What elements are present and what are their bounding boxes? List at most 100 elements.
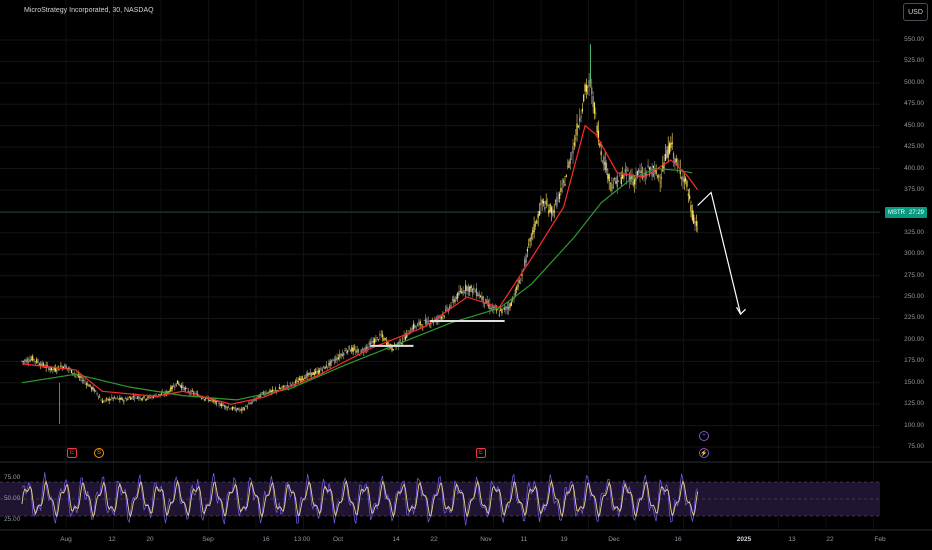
candle-body	[595, 112, 597, 114]
candle-body	[132, 396, 134, 398]
currency-button[interactable]: USD	[903, 3, 928, 21]
candle-body	[478, 293, 480, 297]
candle-body	[304, 377, 306, 380]
candle-body	[469, 286, 471, 292]
candle-body	[349, 350, 352, 352]
candle-body	[207, 398, 209, 401]
candle-body	[113, 396, 116, 398]
candle-body	[690, 205, 692, 212]
lightning-icon[interactable]: ⚡	[699, 448, 709, 458]
candle-body	[475, 288, 478, 296]
candle-body	[111, 396, 113, 399]
candle-body	[498, 314, 500, 316]
price-tick-label: 475.00	[904, 100, 924, 108]
candle-body	[93, 389, 95, 392]
dividend-icon[interactable]: S	[94, 448, 104, 458]
projection-arrow	[697, 191, 742, 315]
candle-body	[650, 167, 652, 172]
candle-body	[550, 207, 553, 214]
candle-body	[533, 224, 535, 232]
candle-body	[52, 368, 54, 370]
price-tick-label: 100.00	[904, 421, 924, 429]
candle-body	[418, 322, 420, 324]
candle-body	[201, 398, 203, 399]
candle-body	[179, 384, 181, 387]
price-tick-label: 250.00	[904, 293, 924, 301]
candle-body	[265, 392, 267, 394]
candle-body	[109, 399, 112, 401]
candle-body	[250, 402, 252, 404]
price-tick-label: 550.00	[904, 36, 924, 43]
candle-body	[202, 397, 204, 399]
candle-body	[553, 210, 555, 213]
candle-body	[339, 353, 341, 358]
candle-body	[592, 96, 594, 108]
candle-body	[619, 174, 621, 176]
candle-body	[305, 373, 307, 379]
candle-body	[368, 342, 370, 345]
candle-body	[430, 323, 432, 324]
candle-body	[214, 400, 216, 403]
candle-body	[62, 366, 65, 369]
candle-body	[33, 359, 35, 361]
candle-body	[658, 175, 660, 177]
candle-body	[146, 398, 148, 400]
candle-body	[241, 408, 243, 411]
candle-body	[360, 349, 362, 354]
candle-body	[323, 366, 325, 367]
candle-body	[217, 401, 219, 402]
candle-body	[474, 291, 476, 293]
candle-body	[549, 204, 551, 212]
candle-body	[171, 385, 173, 390]
candle-body	[152, 396, 154, 398]
candle-body	[343, 352, 345, 356]
candle-body	[97, 395, 100, 398]
time-tick-label: 16	[674, 536, 682, 543]
candle-body	[466, 286, 468, 291]
candle-body	[260, 393, 262, 398]
candle-body	[72, 373, 74, 374]
earnings-icon[interactable]: E	[67, 448, 77, 458]
candle-body	[317, 370, 319, 374]
candles	[21, 67, 699, 414]
candle-body	[234, 407, 236, 411]
candle-body	[79, 376, 81, 378]
earnings-icon[interactable]: E	[476, 448, 486, 458]
candle-body	[581, 108, 583, 112]
candle-body	[355, 350, 357, 353]
candle-body	[139, 396, 141, 399]
candle-body	[64, 364, 66, 368]
candle-body	[628, 173, 630, 181]
candle-body	[635, 176, 637, 181]
candle-body	[680, 176, 683, 179]
candle-body	[546, 205, 549, 207]
candle-body	[516, 287, 518, 290]
candle-body	[372, 341, 374, 343]
candle-body	[44, 367, 46, 368]
candle-body	[128, 397, 130, 399]
candle-body	[537, 214, 539, 219]
candle-body	[170, 387, 172, 392]
candle-body	[597, 130, 600, 141]
candle-body	[501, 308, 503, 314]
candle-body	[534, 221, 537, 227]
candle-body	[314, 370, 317, 374]
candle-body	[136, 397, 138, 399]
candle-body	[411, 328, 413, 331]
candle-body	[167, 391, 169, 393]
candle-body	[233, 407, 235, 409]
candle-body	[473, 287, 475, 290]
candle-body	[441, 316, 443, 319]
candle-body	[272, 389, 274, 392]
time-tick-label: Oct	[332, 536, 344, 543]
candle-body	[520, 283, 522, 284]
countdown-label: 27:29	[908, 209, 924, 216]
candle-body	[345, 351, 348, 353]
candle-body	[38, 364, 41, 366]
candle-body	[632, 181, 634, 186]
time-tick-label: Sep	[202, 536, 214, 543]
candle-body	[565, 175, 567, 178]
candle-body	[280, 388, 282, 390]
split-icon[interactable]: +	[699, 431, 709, 441]
